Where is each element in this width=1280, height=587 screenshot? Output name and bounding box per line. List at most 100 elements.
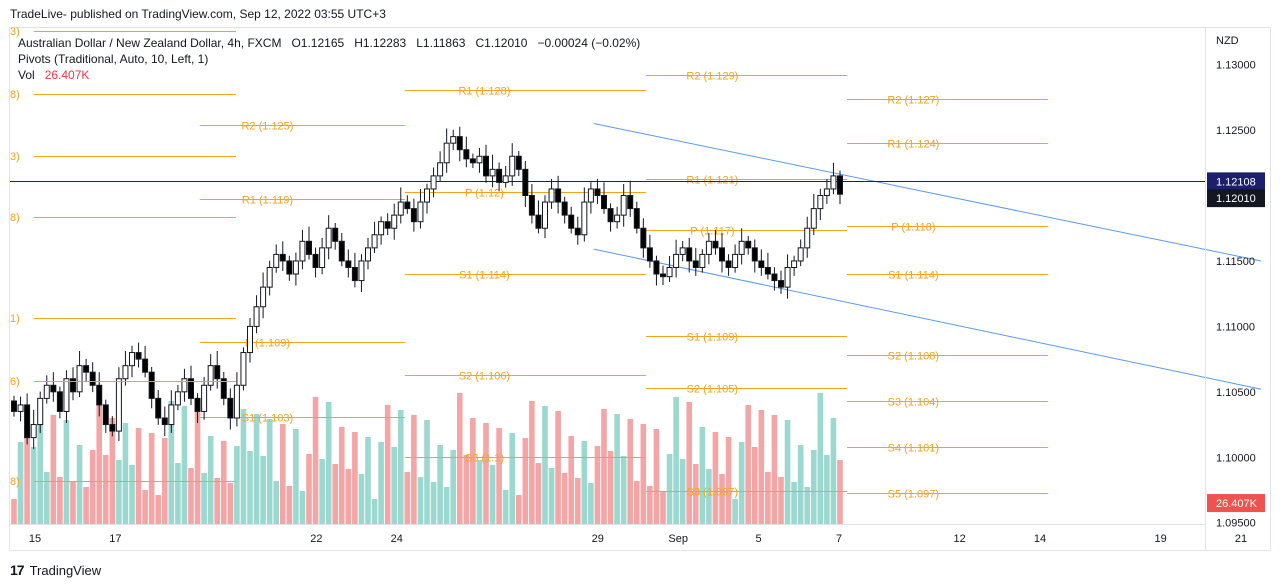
volume-bar: [489, 465, 496, 524]
tradingview-footer[interactable]: 17 TradingView: [10, 562, 101, 578]
legend-symbol-row: Australian Dollar / New Zealand Dollar, …: [18, 35, 640, 51]
candle-body: [319, 247, 326, 268]
candle-body: [489, 168, 496, 177]
chart-frame: [9, 27, 1271, 551]
candle-body: [594, 188, 601, 197]
candle-body: [299, 240, 306, 262]
candle-body: [823, 188, 830, 197]
volume-bar: [384, 405, 391, 524]
candle-body: [76, 365, 83, 393]
pivot-label-r2: R2 (1.127): [887, 95, 939, 107]
candle-body: [738, 240, 745, 255]
volume-bar: [476, 460, 483, 524]
pivot-label-p: P (1.109): [245, 338, 290, 350]
volume-bar: [738, 442, 745, 524]
pivot-label-s1: S1 (1.114): [459, 270, 510, 282]
candle-body: [30, 424, 37, 439]
candle-body: [601, 195, 607, 210]
volume-bar: [332, 464, 339, 524]
volume-bar: [542, 406, 548, 524]
candle-body: [686, 247, 693, 262]
currency-label: NZD: [1216, 35, 1239, 47]
pivot-label-r2: R2 (1.125): [241, 121, 293, 133]
volume-bar: [791, 482, 797, 524]
change-value: −0.00024 (−0.02%): [537, 36, 641, 50]
candle-body: [391, 214, 398, 229]
legend-indicator-row[interactable]: Pivots (Traditional, Auto, 10, Left, 1): [18, 52, 209, 66]
volume-bar: [725, 437, 732, 524]
candle-body: [751, 247, 758, 262]
volume-bar: [37, 410, 44, 524]
candle-body: [188, 378, 194, 399]
left-edge-labels: 3) 8) 3) 8) 1) 6) 8): [10, 26, 236, 488]
candle-body: [620, 195, 627, 216]
volume-bar: [325, 402, 332, 524]
volume-bar: [122, 423, 129, 524]
volume-bar: [220, 441, 227, 524]
candle-body: [692, 260, 699, 268]
candle-body: [719, 247, 725, 262]
pivot-label-s3: S3 (1.097): [687, 487, 738, 499]
candle-body: [109, 424, 116, 432]
volume-bar: [109, 418, 116, 524]
volume-bar: [535, 463, 542, 524]
candle-body: [483, 155, 489, 177]
candle-body: [351, 266, 358, 282]
volume-bar: [214, 478, 221, 524]
volume-bar: [201, 473, 207, 524]
candle-body: [181, 378, 188, 393]
volume-bar: [502, 490, 509, 524]
pivot-label-r1: R1 (1.128): [458, 86, 510, 98]
volume-bar: [411, 415, 417, 524]
candle-body: [666, 266, 673, 278]
candle-body: [725, 260, 732, 268]
candle-body: [791, 260, 798, 268]
candle-body: [338, 240, 345, 262]
candle-body: [227, 397, 234, 419]
volume-bar: [306, 454, 312, 524]
candle-body: [292, 260, 299, 275]
volume-bar: [515, 495, 522, 524]
price-tick-label: 1.09500: [1216, 518, 1256, 530]
symbol-title[interactable]: Australian Dollar / New Zealand Dollar, …: [18, 36, 282, 50]
close-value: C1.12010: [475, 36, 528, 50]
edge-pivot-label: 8): [10, 89, 20, 101]
volume-bar: [686, 402, 693, 524]
candle-body: [705, 240, 712, 255]
candle-body: [581, 201, 588, 236]
volume-bar: [594, 446, 601, 524]
candle-body: [201, 384, 208, 412]
candle-body: [207, 365, 214, 386]
channel-line-upper: [593, 123, 1262, 262]
candle-body: [56, 391, 63, 412]
candle-body: [365, 247, 371, 262]
price-tick-label: 1.10000: [1216, 452, 1256, 464]
candle-body: [732, 253, 739, 268]
candle-body: [548, 188, 555, 203]
candle-body: [587, 188, 594, 203]
candle-body: [37, 397, 44, 426]
candle-body: [646, 247, 653, 262]
candle-body: [43, 384, 50, 399]
candle-body: [358, 260, 365, 282]
time-tick-label: Sep: [668, 533, 688, 545]
legend-volume-row[interactable]: Vol 26.407K: [18, 67, 640, 83]
candle-body: [345, 260, 352, 268]
candle-body: [273, 253, 280, 268]
volume-bar: [417, 477, 424, 524]
volume-bar: [293, 429, 299, 524]
pivot-label-s2: S2 (1.106): [459, 371, 510, 383]
time-tick-label: 21: [1235, 533, 1247, 545]
candle-body: [450, 136, 457, 144]
volume-bar: [804, 487, 811, 524]
candle-body: [378, 221, 385, 236]
candle-body: [240, 352, 247, 386]
volume-bar: [319, 459, 325, 524]
candle-body: [325, 227, 332, 249]
candle-body: [122, 365, 129, 380]
volume-bar: [758, 410, 765, 524]
candle-body: [627, 195, 634, 210]
volume-bar: [273, 481, 280, 524]
high-value: H1.12283: [354, 36, 407, 50]
